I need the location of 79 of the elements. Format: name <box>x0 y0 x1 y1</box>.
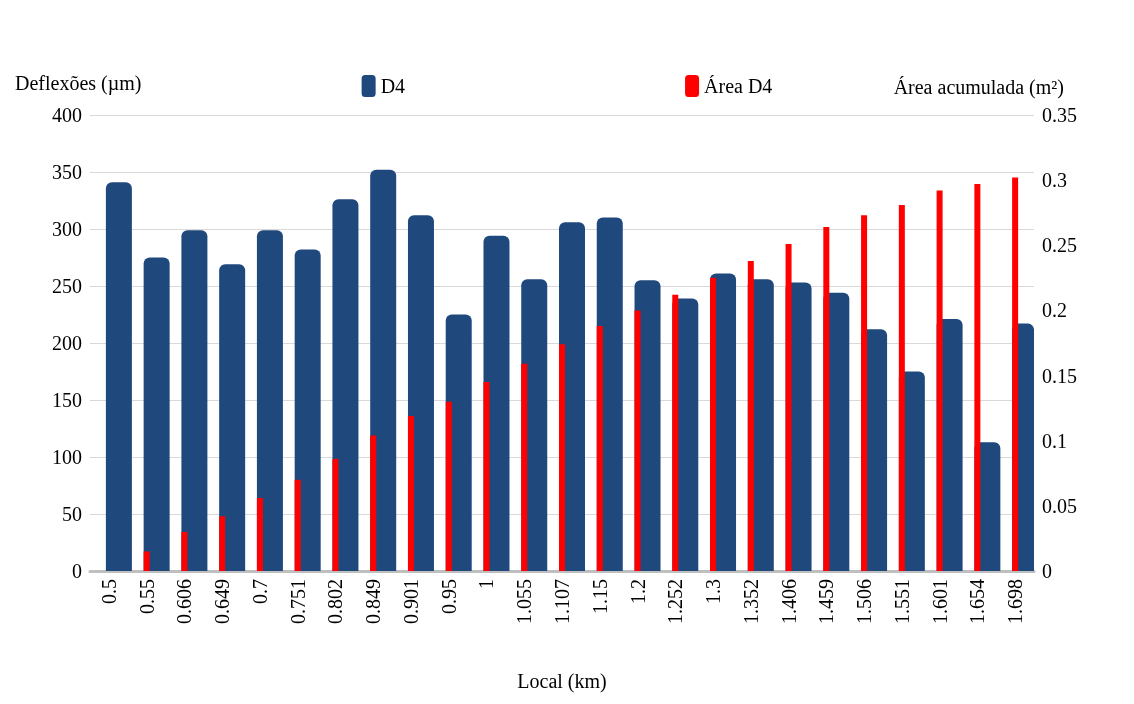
x-tick-label: 0.606 <box>173 579 196 624</box>
x-tick-label: 1.601 <box>928 579 951 624</box>
x-tick-label: 0.55 <box>135 579 158 614</box>
bar <box>181 230 208 571</box>
y2-tick-label: 0.3 <box>1042 169 1067 192</box>
x-tick-label: 0.7 <box>248 579 271 604</box>
bar <box>672 294 679 571</box>
x-tick-label: 1.551 <box>890 579 913 624</box>
y-tick-label: 400 <box>52 104 82 126</box>
bar <box>596 326 603 571</box>
x-tick-label: 1.252 <box>664 579 687 624</box>
x-tick-label: 0.751 <box>286 579 309 624</box>
y2-tick-label: 0.25 <box>1042 234 1077 257</box>
x-tick-label: 1.406 <box>777 579 800 624</box>
bar <box>785 243 792 571</box>
y-tick-label: 300 <box>52 218 82 240</box>
y2-tick-label: 0.15 <box>1042 364 1077 387</box>
y-axis-title: Deflexões (µm) <box>15 72 142 95</box>
bar <box>105 182 132 571</box>
bar <box>861 215 868 571</box>
y2-tick-label: 0.1 <box>1042 429 1067 452</box>
bar <box>710 277 717 571</box>
x-tick-label: 0.802 <box>324 579 347 624</box>
y-tick-label: 200 <box>52 332 82 354</box>
x-tick-label: 0.95 <box>437 579 460 614</box>
bar <box>445 401 452 571</box>
legend-label: D4 <box>380 75 406 97</box>
x-tick-label: 0.849 <box>362 579 385 624</box>
bar <box>936 190 943 571</box>
bar <box>181 531 188 571</box>
legend-label: Área D4 <box>704 75 773 97</box>
x-axis-title: Local (km) <box>517 670 607 693</box>
bar <box>747 260 754 571</box>
bar <box>559 344 565 571</box>
bar <box>143 551 150 571</box>
bar <box>143 257 170 571</box>
bar <box>974 184 981 571</box>
bar <box>407 415 414 571</box>
bar <box>332 199 359 571</box>
bar <box>219 516 226 571</box>
x-tick-label: 1.055 <box>513 579 536 624</box>
x-tick-label: 1 <box>475 579 498 589</box>
bar <box>823 227 830 571</box>
bar <box>483 382 490 571</box>
bar <box>294 479 301 571</box>
y-tick-label: 250 <box>52 275 82 297</box>
x-tick-label: 1.654 <box>966 579 989 624</box>
y-tick-label: 50 <box>62 503 82 525</box>
bar <box>370 435 377 571</box>
x-tick-label: 0.649 <box>211 579 234 624</box>
bar <box>407 215 434 571</box>
bar <box>370 169 397 571</box>
bar <box>294 249 321 571</box>
x-tick-label: 0.5 <box>97 579 120 604</box>
y2-axis-title: Área acumulada (m²) <box>893 76 1064 99</box>
x-tick-label: 1.506 <box>853 579 876 624</box>
x-tick-label: 1.15 <box>588 579 611 614</box>
bar <box>256 230 283 571</box>
x-tick-label: 0.901 <box>399 579 422 624</box>
bar <box>256 498 263 571</box>
x-tick-label: 1.107 <box>551 579 573 624</box>
x-tick-label: 1.459 <box>815 579 838 624</box>
bar <box>332 458 339 571</box>
y-tick-label: 100 <box>52 446 82 468</box>
bar <box>634 310 641 571</box>
x-tick-label: 1.698 <box>1004 579 1027 624</box>
x-tick-label: 1.2 <box>626 579 649 604</box>
x-tick-label: 1.352 <box>739 579 762 624</box>
bar <box>521 363 528 571</box>
x-tick-label: 1.3 <box>702 579 725 604</box>
y2-tick-label: 0 <box>1042 560 1052 582</box>
bar <box>219 264 246 571</box>
y2-tick-label: 0.05 <box>1042 494 1077 517</box>
y-tick-label: 350 <box>52 161 82 183</box>
y-tick-label: 0 <box>72 560 82 582</box>
y-tick-label: 150 <box>52 389 82 411</box>
y2-tick-label: 0.2 <box>1042 299 1067 322</box>
y2-tick-label: 0.35 <box>1042 104 1077 126</box>
bar <box>898 204 905 571</box>
